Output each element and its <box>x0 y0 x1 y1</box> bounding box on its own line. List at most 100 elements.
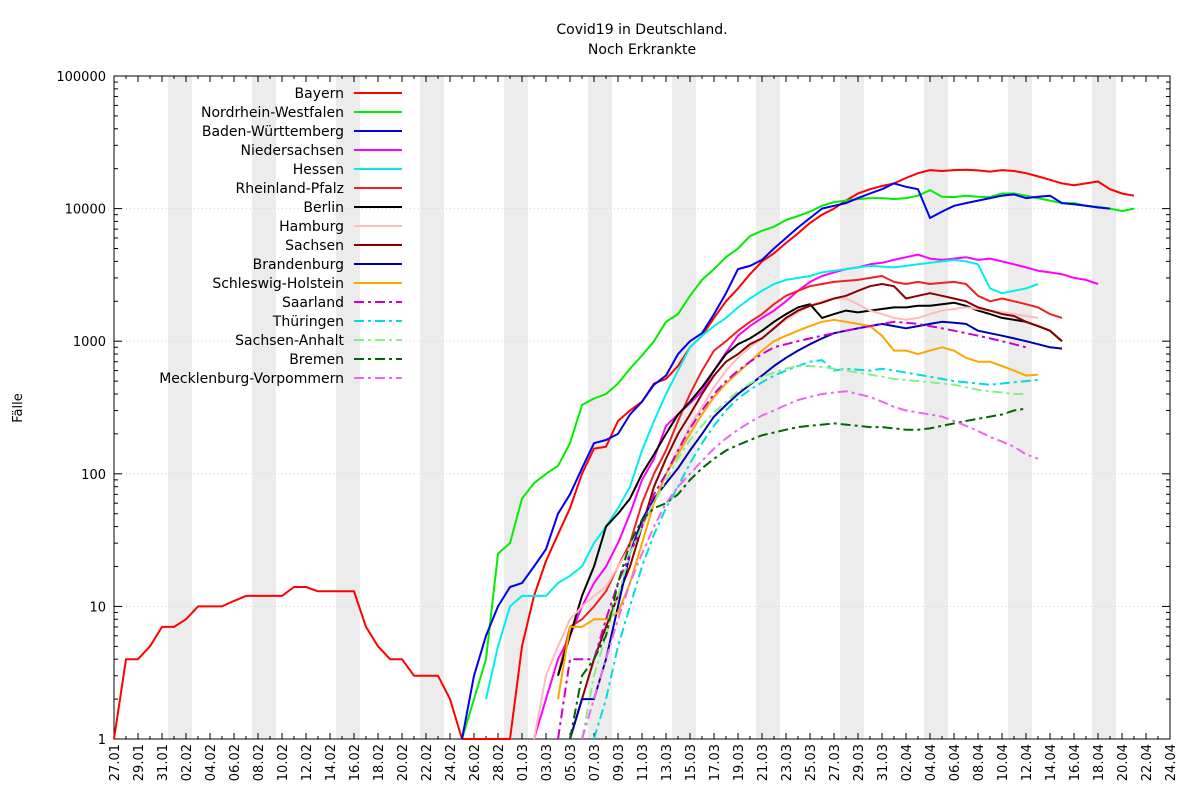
legend-label: Niedersachsen <box>241 143 344 159</box>
legend-label: Sachsen <box>285 238 344 254</box>
weekend-band <box>840 76 864 739</box>
weekend-band <box>252 76 276 739</box>
series-line <box>581 390 1039 740</box>
weekend-shading <box>168 76 1116 739</box>
legend-label: Saarland <box>282 295 344 311</box>
weekend-band <box>1008 76 1032 739</box>
weekend-band <box>756 76 780 739</box>
series-line <box>533 297 1039 740</box>
x-tick-label: 06.02 <box>228 744 243 781</box>
weekend-band <box>924 76 948 739</box>
x-tick-label: 10.04 <box>996 744 1011 781</box>
x-tick-label: 27.03 <box>828 744 843 781</box>
x-tick-label: 23.03 <box>780 744 795 781</box>
x-tick-label: 11.03 <box>636 744 651 781</box>
y-axis: 1 10 100 1000 10000 100000 <box>56 70 1170 748</box>
series-line <box>461 189 1135 740</box>
x-tick-label: 10.02 <box>276 744 291 781</box>
x-tick-label: 19.03 <box>732 744 747 781</box>
weekend-band <box>168 76 192 739</box>
legend-label: Baden-Württemberg <box>202 124 344 140</box>
series-line <box>557 320 1027 740</box>
series-line <box>581 365 1026 740</box>
x-tick-label: 08.04 <box>972 744 987 781</box>
x-tick-label: 26.02 <box>468 744 483 781</box>
x-tick-label: 06.04 <box>948 744 963 781</box>
legend-label: Brandenburg <box>253 257 344 273</box>
x-tick-label: 07.03 <box>588 744 603 781</box>
series-line <box>569 283 1063 740</box>
x-axis: 27.01 29.01 31.01 02.02 04.02 06.02 08.02 10.02… <box>108 76 1179 781</box>
x-tick-label: 13.03 <box>660 744 675 781</box>
x-tick-label: 22.04 <box>1140 744 1155 781</box>
x-tick-label: 27.01 <box>108 744 123 781</box>
x-tick-label: 12.02 <box>300 744 315 781</box>
x-tick-label: 29.03 <box>852 744 867 781</box>
x-tick-label: 20.02 <box>396 744 411 781</box>
x-tick-label: 15.03 <box>684 744 699 781</box>
legend-label: Hessen <box>293 162 344 178</box>
x-tick-label: 28.02 <box>492 744 507 781</box>
weekend-band <box>336 76 360 739</box>
x-tick-label: 02.04 <box>900 744 915 781</box>
x-tick-label: 14.04 <box>1044 744 1059 781</box>
series-line <box>557 275 1063 676</box>
series-line <box>485 258 1039 700</box>
x-tick-label: 16.02 <box>348 744 363 781</box>
x-tick-label: 25.03 <box>804 744 819 781</box>
x-tick-label: 05.03 <box>564 744 579 781</box>
x-tick-label: 22.02 <box>420 744 435 781</box>
x-tick-label: 24.02 <box>444 744 459 781</box>
series-line <box>533 253 1099 740</box>
x-tick-label: 21.03 <box>756 744 771 781</box>
x-tick-label: 16.04 <box>1068 744 1083 781</box>
x-tick-label: 31.03 <box>876 744 891 781</box>
weekend-band <box>588 76 612 739</box>
weekend-band <box>1092 76 1116 739</box>
legend-label: Schleswig-Holstein <box>212 276 344 292</box>
y-tick-label: 10000 <box>65 203 106 218</box>
y-tick-label: 100 <box>81 468 106 483</box>
y-tick-label: 1 <box>98 733 106 748</box>
series-line <box>593 359 1039 740</box>
x-tick-label: 14.02 <box>324 744 339 781</box>
legend: Bayern Nordrhein-Westfalen Baden-Württembe… <box>159 86 402 387</box>
x-tick-label: 29.01 <box>132 744 147 781</box>
y-axis-label: Fälle <box>11 393 26 422</box>
x-tick-label: 04.04 <box>924 744 939 781</box>
series-layer <box>113 168 1135 740</box>
chart-subtitle: Noch Erkrankte <box>588 42 696 58</box>
x-tick-label: 18.02 <box>372 744 387 781</box>
x-tick-label: 04.02 <box>204 744 219 781</box>
weekend-band <box>504 76 528 739</box>
y-tick-label: 100000 <box>56 70 106 85</box>
legend-label: Bayern <box>295 86 344 102</box>
y-tick-label: 1000 <box>73 335 106 350</box>
x-tick-label: 08.02 <box>252 744 267 781</box>
legend-label: Hamburg <box>279 219 344 235</box>
legend-label: Sachsen-Anhalt <box>235 333 344 349</box>
x-tick-label: 02.02 <box>180 744 195 781</box>
x-tick-label: 18.04 <box>1092 744 1107 781</box>
y-tick-label: 10 <box>89 600 106 615</box>
x-tick-label: 01.03 <box>516 744 531 781</box>
series-line <box>461 182 1111 740</box>
chart-title: Covid19 in Deutschland. <box>556 22 727 38</box>
x-tick-label: 09.03 <box>612 744 627 781</box>
x-tick-label: 12.04 <box>1020 744 1035 781</box>
legend-label: Rheinland-Pfalz <box>236 181 344 197</box>
legend-label: Nordrhein-Westfalen <box>201 105 344 121</box>
x-tick-label: 24.04 <box>1164 744 1179 781</box>
series-line <box>557 318 1039 700</box>
x-tick-label: 17.03 <box>708 744 723 781</box>
x-tick-label: 20.04 <box>1116 744 1131 781</box>
legend-label: Berlin <box>303 200 344 216</box>
x-tick-label: 31.01 <box>156 744 171 781</box>
series-line <box>557 301 1063 676</box>
legend-label: Bremen <box>289 352 344 368</box>
legend-label: Mecklenburg-Vorpommern <box>159 371 344 387</box>
legend-label: Thüringen <box>272 314 344 330</box>
x-tick-label: 03.03 <box>540 744 555 781</box>
series-line <box>569 407 1027 740</box>
